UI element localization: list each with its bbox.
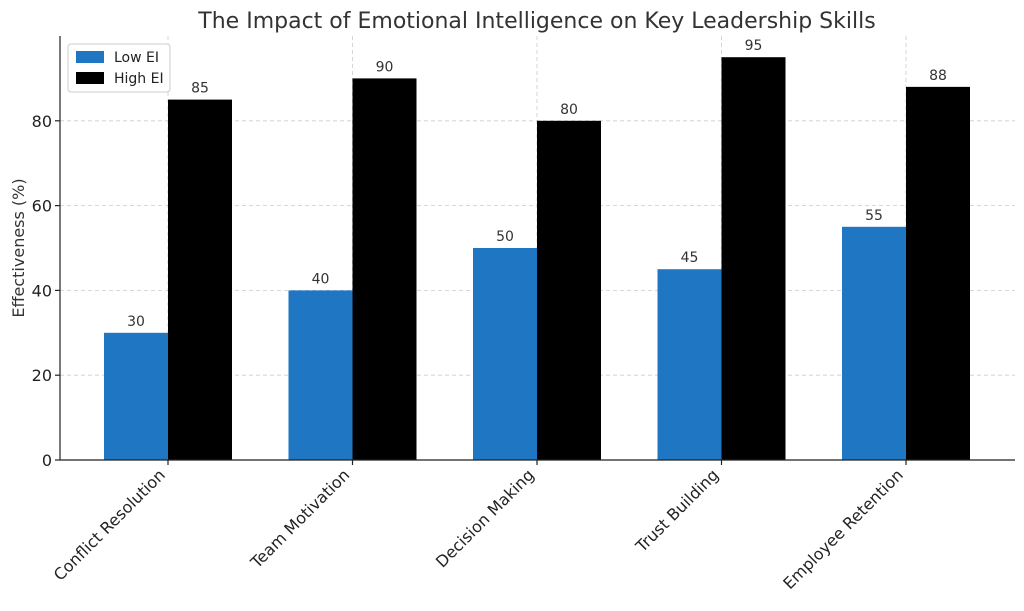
data-label: 50 xyxy=(496,229,514,245)
bar-high-ei xyxy=(721,57,786,460)
bars xyxy=(104,57,970,461)
legend: Low EI High EI xyxy=(67,43,171,93)
data-label: 85 xyxy=(191,81,209,97)
x-tick-label: Employee Retention xyxy=(779,465,907,593)
x-tick-label: Trust Building xyxy=(631,465,722,556)
data-label: 80 xyxy=(560,102,578,118)
data-label: 95 xyxy=(745,38,763,54)
y-tick-label: 60 xyxy=(32,197,52,216)
data-label: 30 xyxy=(127,314,145,330)
legend-swatch xyxy=(76,51,104,63)
legend-label: Low EI xyxy=(114,50,159,66)
data-label: 55 xyxy=(865,208,883,224)
y-tick-label: 20 xyxy=(32,366,52,385)
data-label: 40 xyxy=(312,271,330,287)
bar-high-ei xyxy=(168,99,232,460)
data-label: 88 xyxy=(929,68,947,84)
bar-low-ei xyxy=(288,290,353,460)
bar-low-ei xyxy=(842,226,906,460)
x-tick-label: Conflict Resolution xyxy=(50,465,169,584)
data-label: 90 xyxy=(376,59,394,75)
x-tick-label: Decision Making xyxy=(432,465,538,571)
data-labels: 30 40 50 45 55 85 90 80 95 88 xyxy=(127,38,947,330)
y-tick-label: 40 xyxy=(32,281,52,300)
y-tick-label: 80 xyxy=(32,112,52,131)
legend-label: High EI xyxy=(114,71,164,87)
bar-high-ei xyxy=(352,78,417,461)
legend-swatch xyxy=(76,72,104,84)
bar-high-ei xyxy=(537,120,601,461)
chart-title: The Impact of Emotional Intelligence on … xyxy=(197,9,875,34)
y-ticks: 0 20 40 60 80 xyxy=(32,112,60,470)
bar-low-ei xyxy=(657,269,722,460)
bar-high-ei xyxy=(906,86,970,460)
data-label: 45 xyxy=(681,250,699,266)
bar-low-ei xyxy=(473,248,537,460)
bar-low-ei xyxy=(104,332,168,460)
x-tick-labels: Conflict Resolution Team Motivation Decisi… xyxy=(50,460,907,593)
x-tick-label: Team Motivation xyxy=(246,465,353,572)
y-axis-label: Effectiveness (%) xyxy=(9,178,28,317)
y-tick-label: 0 xyxy=(42,451,52,470)
